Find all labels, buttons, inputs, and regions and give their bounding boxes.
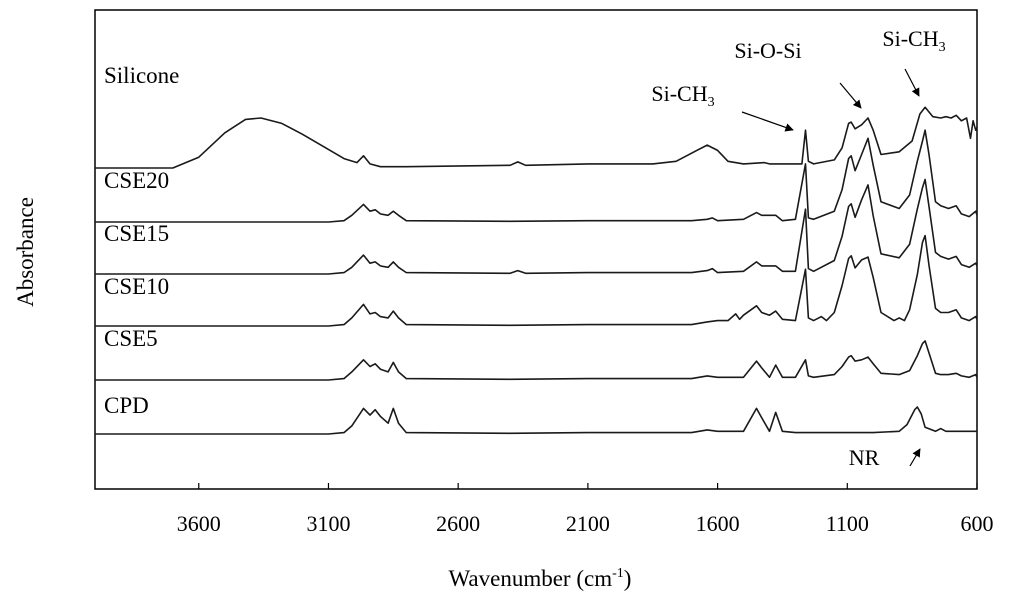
x-tick-label: 2600	[436, 511, 480, 536]
annotation-label: Si-CH3	[651, 81, 714, 110]
x-axis-label-main: Wavenumber (cm	[449, 566, 613, 591]
x-tick-label: 3600	[177, 511, 221, 536]
series-label-silicone: Silicone	[104, 63, 179, 88]
annotation-arrow	[839, 82, 862, 109]
series-line-silicone	[95, 106, 978, 169]
x-axis-label-sup: -1	[612, 566, 624, 581]
series-line-cpd	[95, 406, 977, 435]
x-tick-label: 1100	[826, 511, 869, 536]
annotation-label: Si-O-Si	[734, 38, 801, 63]
x-tick-label: 2100	[566, 511, 610, 536]
peak-annotations: Si-CH3 Si-O-Si Si-CH3 NR	[651, 26, 945, 470]
series-label-cse20: CSE20	[104, 168, 169, 193]
series-label-cse10: CSE10	[104, 274, 169, 299]
series-line-cse20	[95, 129, 978, 223]
x-tick-label: 1600	[696, 511, 740, 536]
series-label-cse15: CSE15	[104, 221, 169, 246]
x-axis-label-close: )	[624, 566, 632, 591]
series-line-cse15	[95, 178, 978, 275]
spectra-lines	[95, 106, 978, 435]
x-tick-label: 3100	[306, 511, 350, 536]
x-axis-tick-labels: 3600 3100 2600 2100 1600 1100 600	[177, 511, 994, 536]
annotation-arrow	[909, 448, 921, 467]
series-line-cse5	[95, 340, 978, 381]
annotation-arrow	[741, 111, 794, 132]
x-tick-label: 600	[961, 511, 994, 536]
series-labels: Silicone CSE20 CSE15 CSE10 CSE5 CPD	[104, 63, 179, 418]
annotation-label: Si-CH3	[882, 26, 945, 55]
annotation-arrow	[904, 68, 920, 97]
x-axis-ticks	[198, 483, 978, 489]
x-axis-label: Wavenumber (cm-1)	[449, 566, 632, 591]
series-label-cse5: CSE5	[104, 326, 158, 351]
series-line-cse10	[95, 234, 978, 327]
annotation-label: NR	[849, 445, 880, 470]
series-label-cpd: CPD	[104, 393, 149, 418]
y-axis-label: Absorbance	[13, 197, 38, 307]
plot-frame	[94, 9, 978, 490]
